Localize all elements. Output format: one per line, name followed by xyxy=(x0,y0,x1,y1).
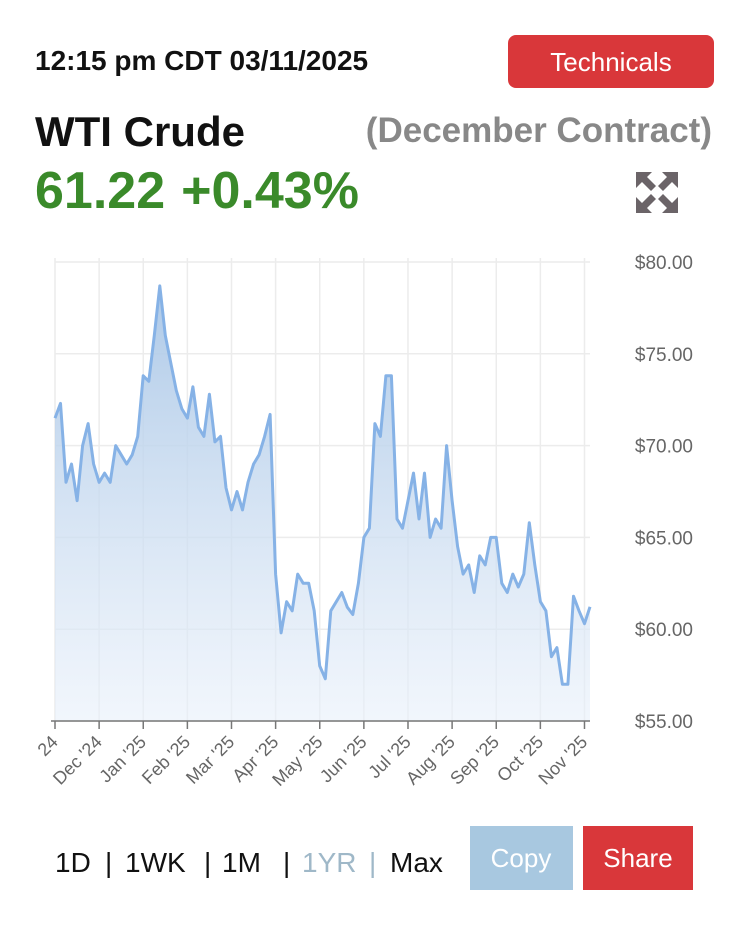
contract: (December Contract) xyxy=(366,111,712,150)
range-separator: | xyxy=(204,847,211,878)
range-separator: | xyxy=(283,847,290,878)
price-line xyxy=(53,284,592,686)
share-button[interactable] xyxy=(583,826,693,890)
range-option[interactable]: 1D xyxy=(55,847,91,878)
technicals-label[interactable]: Technicals xyxy=(550,47,671,77)
range-option[interactable]: Max xyxy=(390,847,443,878)
range-selector: 1D | 1WK | 1M | 1YR | Max xyxy=(55,847,443,878)
change: +0.43% xyxy=(181,162,359,220)
share-label[interactable]: Share xyxy=(603,843,672,873)
area-fill xyxy=(55,285,590,721)
quote: 61.22 +0.43% xyxy=(35,162,359,220)
range-separator: | xyxy=(369,847,376,878)
y-tick-label: $55.00 xyxy=(635,712,693,733)
y-tick-label: $60.00 xyxy=(635,620,693,641)
y-tick-label: $65.00 xyxy=(635,528,693,549)
range-option[interactable]: 1M xyxy=(222,847,261,878)
technicals-button[interactable] xyxy=(508,35,714,88)
range-option[interactable]: 1YR xyxy=(302,847,356,878)
range-option[interactable]: 1WK xyxy=(125,847,186,878)
instrument-name: WTI Crude xyxy=(35,108,245,155)
y-tick-label: $75.00 xyxy=(635,345,693,366)
timestamp: 12:15 pm CDT 03/11/2025 xyxy=(35,45,368,76)
y-tick-label: $80.00 xyxy=(635,253,693,274)
y-tick-label: $70.00 xyxy=(635,437,693,458)
expand-icon[interactable] xyxy=(636,172,678,213)
copy-label[interactable]: Copy xyxy=(491,843,552,873)
price: 61.22 xyxy=(35,162,165,220)
copy-button[interactable] xyxy=(470,826,573,890)
range-separator: | xyxy=(105,847,112,878)
